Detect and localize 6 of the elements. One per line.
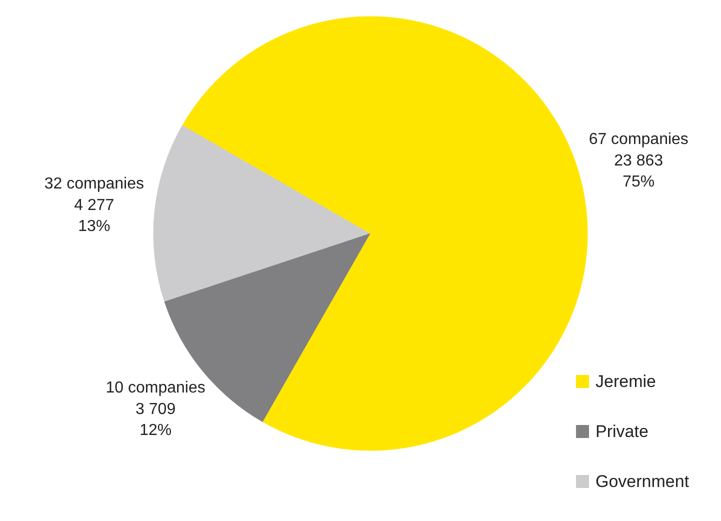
data-label: 10 companies 3 709 12% — [106, 380, 206, 440]
legend-label: Private — [596, 422, 648, 441]
legend-label: Government — [596, 472, 690, 491]
legend-label: Jeremie — [596, 372, 656, 391]
data-label: 32 companies 4 277 13% — [44, 176, 144, 236]
data-label: 67 companies 23 863 75% — [588, 131, 688, 191]
